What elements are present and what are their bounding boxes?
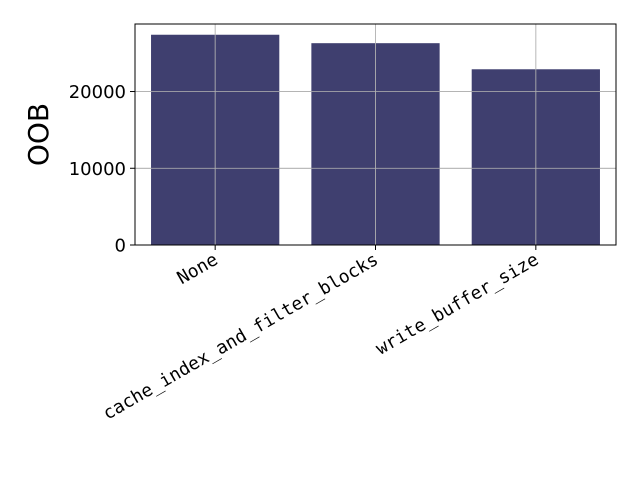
y-axis-ticks: 0 10000 20000 xyxy=(69,82,135,257)
y-tick-label: 0 xyxy=(115,236,126,257)
y-tick-label: 10000 xyxy=(69,159,126,180)
x-tick-label: cache_index_and_filter_blocks xyxy=(99,249,382,424)
y-axis-label: OOB xyxy=(22,103,55,166)
y-tick-label: 20000 xyxy=(69,82,126,103)
x-axis-ticks: Nonecache_index_and_filter_blockswrite_b… xyxy=(99,245,542,424)
x-tick-label: write_buffer_size xyxy=(372,249,542,359)
x-tick-label: None xyxy=(174,249,222,289)
